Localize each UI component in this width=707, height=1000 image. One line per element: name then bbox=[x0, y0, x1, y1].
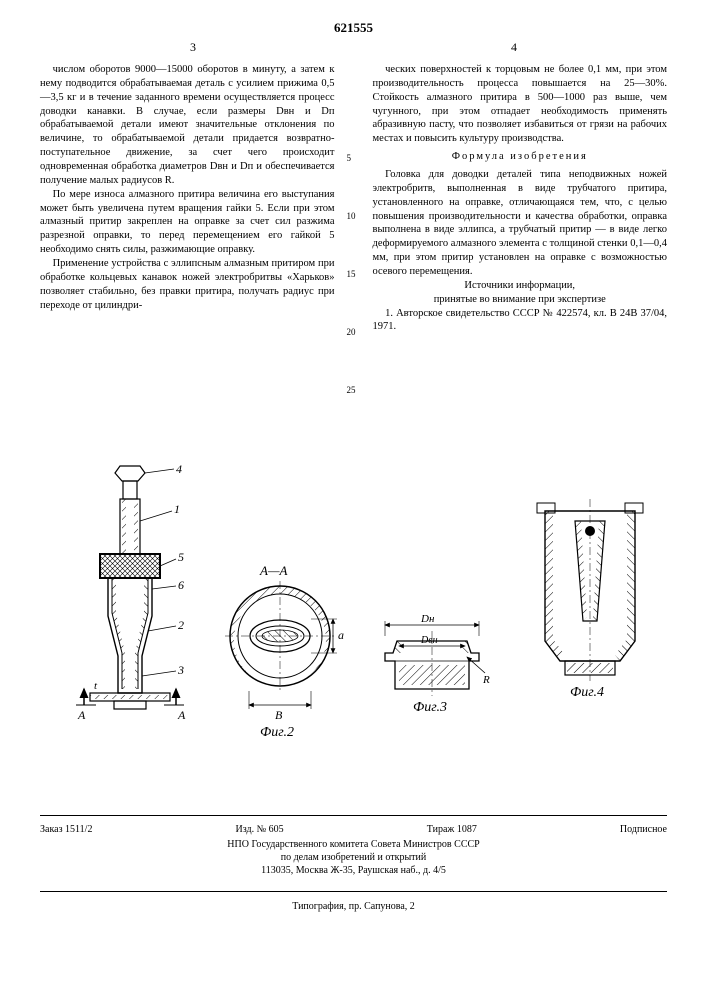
figure-1: A A t 1 4 5 6 bbox=[76, 462, 186, 722]
ln-15: 15 bbox=[347, 269, 361, 279]
svg-text:Фиг.4: Фиг.4 bbox=[570, 685, 604, 700]
column-right: ческих поверхностей к торцовым не более … bbox=[373, 63, 668, 443]
col1-para3: Применение устройства с эллипсным алмазн… bbox=[40, 257, 335, 312]
svg-text:1: 1 bbox=[174, 502, 180, 516]
col1-para1: числом оборотов 9000—15000 оборотов в ми… bbox=[40, 63, 335, 188]
col2-para2: Головка для доводки деталей типа неподви… bbox=[373, 168, 668, 279]
footer-row-1: Заказ 1511/2 Изд. № 605 Тираж 1087 Подпи… bbox=[40, 824, 667, 835]
footer-izd: Изд. № 605 bbox=[236, 824, 284, 835]
svg-text:Фиг.2: Фиг.2 bbox=[260, 725, 294, 740]
page-num-right: 4 bbox=[511, 40, 517, 55]
page-numbers: 3 4 bbox=[40, 40, 667, 55]
footer-org2: по делам изобретений и открытий bbox=[40, 851, 667, 864]
line-numbers: 5 10 15 20 25 bbox=[347, 63, 361, 443]
ln-10: 10 bbox=[347, 211, 361, 221]
svg-text:Dн: Dн bbox=[420, 613, 435, 625]
patent-number: 621555 bbox=[40, 20, 667, 36]
patent-page: 621555 3 4 числом оборотов 9000—15000 об… bbox=[0, 0, 707, 933]
footer-typo: Типография, пр. Сапунова, 2 bbox=[40, 900, 667, 913]
ln-20: 20 bbox=[347, 327, 361, 337]
col2-para1: ческих поверхностей к торцовым не более … bbox=[373, 63, 668, 146]
col1-para2: По мере износа алмазного притира величин… bbox=[40, 188, 335, 257]
footer-addr: 113035, Москва Ж-35, Раушская наб., д. 4… bbox=[40, 864, 667, 877]
svg-text:5: 5 bbox=[178, 550, 184, 564]
footer-rule-2 bbox=[40, 891, 667, 892]
figure-3: Dн Dвн R Фиг.3 bbox=[385, 613, 490, 715]
column-left: числом оборотов 9000—15000 оборотов в ми… bbox=[40, 63, 335, 443]
figures-block: A A t 1 4 5 6 bbox=[40, 461, 667, 801]
svg-text:A—A: A—A bbox=[259, 563, 288, 578]
footer-org1: НПО Государственного комитета Совета Мин… bbox=[40, 838, 667, 851]
footer-rule-1 bbox=[40, 815, 667, 816]
svg-text:6: 6 bbox=[178, 578, 184, 592]
svg-text:R: R bbox=[482, 674, 490, 686]
footer-tirazh: Тираж 1087 bbox=[427, 824, 477, 835]
svg-text:Dвн: Dвн bbox=[420, 635, 438, 646]
ln-25: 25 bbox=[347, 385, 361, 395]
footer-sign: Подписное bbox=[620, 824, 667, 835]
figure-2: A—A a В Фиг.2 bbox=[225, 563, 344, 740]
svg-text:Фиг.3: Фиг.3 bbox=[413, 700, 447, 715]
sources-title: Источники информации, принятые во вниман… bbox=[373, 279, 668, 307]
svg-text:2: 2 bbox=[178, 618, 184, 632]
svg-text:A: A bbox=[77, 708, 86, 722]
footer-org: НПО Государственного комитета Совета Мин… bbox=[40, 838, 667, 877]
svg-text:В: В bbox=[275, 708, 283, 722]
figure-4: Фиг.4 bbox=[537, 499, 643, 700]
svg-text:a: a bbox=[338, 628, 344, 642]
svg-text:3: 3 bbox=[177, 663, 184, 677]
svg-text:4: 4 bbox=[176, 462, 182, 476]
svg-text:A: A bbox=[177, 708, 186, 722]
ln-5: 5 bbox=[347, 153, 361, 163]
figures-svg: A A t 1 4 5 6 bbox=[40, 461, 667, 801]
formula-title: Формула изобретения bbox=[373, 150, 668, 164]
footer-order: Заказ 1511/2 bbox=[40, 824, 92, 835]
page-num-left: 3 bbox=[190, 40, 196, 55]
svg-text:t: t bbox=[94, 680, 98, 692]
col2-para3: 1. Авторское свидетельство СССР № 422574… bbox=[373, 307, 668, 335]
text-columns: числом оборотов 9000—15000 оборотов в ми… bbox=[40, 63, 667, 443]
